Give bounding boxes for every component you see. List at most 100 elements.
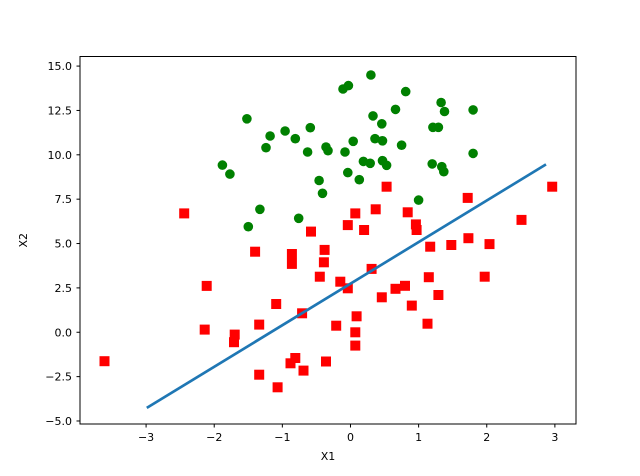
data-point-class-negative-red — [446, 240, 457, 250]
x-tick-label: −3 — [138, 431, 154, 444]
data-point-class-positive-green — [340, 147, 350, 157]
data-point-class-negative-red — [335, 276, 346, 287]
x-axis-label: X1 — [321, 450, 336, 463]
data-point-class-positive-green — [370, 133, 380, 144]
data-point-class-negative-red — [254, 319, 265, 330]
data-point-class-negative-red — [229, 337, 239, 348]
data-point-class-negative-red — [376, 292, 387, 303]
data-point-class-positive-green — [368, 111, 378, 121]
data-point-class-positive-green — [305, 122, 316, 133]
x-tick-label: 1 — [415, 431, 422, 444]
data-point-class-negative-red — [229, 329, 240, 340]
data-point-class-positive-green — [293, 213, 304, 224]
data-point-class-negative-red — [359, 225, 370, 235]
data-point-class-positive-green — [255, 204, 265, 215]
plot-frame — [79, 56, 577, 425]
data-point-class-negative-red — [271, 299, 282, 309]
data-point-class-negative-red — [410, 219, 421, 230]
data-point-class-negative-red — [484, 239, 495, 250]
data-point-class-positive-green — [390, 104, 401, 115]
data-point-class-negative-red — [99, 356, 110, 367]
data-point-class-negative-red — [381, 181, 392, 192]
data-point-class-positive-green — [243, 221, 254, 232]
data-point-class-negative-red — [411, 225, 422, 235]
data-point-class-negative-red — [479, 271, 490, 282]
data-point-class-positive-green — [468, 148, 478, 159]
data-point-class-positive-green — [343, 167, 353, 178]
data-point-class-negative-red — [547, 181, 558, 192]
data-point-class-negative-red — [350, 327, 361, 338]
y-tick-label: 12.5 — [48, 104, 73, 117]
data-point-class-positive-green — [433, 122, 444, 133]
data-point-class-positive-green — [314, 175, 324, 186]
data-point-class-negative-red — [366, 263, 377, 274]
data-point-class-positive-green — [439, 106, 450, 117]
y-axis-label: X2 — [17, 233, 30, 248]
data-point-class-negative-red — [286, 258, 297, 269]
data-point-class-positive-green — [396, 140, 407, 150]
data-point-class-negative-red — [350, 208, 361, 219]
data-point-class-positive-green — [290, 133, 301, 144]
data-point-class-negative-red — [433, 290, 444, 300]
data-point-class-positive-green — [413, 195, 424, 205]
y-tick-label: 10.0 — [48, 149, 73, 162]
data-point-class-positive-green — [377, 119, 387, 129]
data-point-class-negative-red — [370, 204, 381, 215]
axes-background — [80, 56, 576, 424]
data-point-class-positive-green — [302, 147, 313, 157]
data-point-class-positive-green — [468, 105, 478, 115]
data-point-class-negative-red — [179, 208, 190, 219]
data-point-class-positive-green — [225, 169, 235, 179]
data-point-class-negative-red — [400, 280, 410, 291]
data-point-class-positive-green — [348, 136, 359, 147]
data-point-class-negative-red — [272, 382, 283, 393]
y-tick-label: −5.0 — [45, 415, 72, 428]
data-point-class-positive-green — [343, 80, 354, 91]
data-point-class-negative-red — [290, 353, 301, 363]
data-point-class-negative-red — [321, 356, 331, 367]
data-point-class-negative-red — [319, 244, 330, 255]
x-tick-label: 0 — [347, 431, 354, 444]
y-tick-label: 5.0 — [55, 238, 73, 251]
y-tick-label: 7.5 — [55, 193, 73, 206]
y-tick-label: 2.5 — [55, 282, 73, 295]
data-point-class-negative-red — [285, 358, 296, 369]
x-tick-label: 2 — [483, 431, 490, 444]
data-point-class-negative-red — [254, 369, 265, 380]
data-point-class-negative-red — [351, 311, 362, 322]
data-point-class-positive-green — [317, 188, 328, 199]
data-point-class-negative-red — [402, 207, 413, 218]
data-point-class-positive-green — [323, 145, 333, 156]
data-point-class-negative-red — [463, 233, 474, 244]
data-point-class-negative-red — [201, 280, 212, 291]
data-point-class-negative-red — [318, 257, 329, 268]
data-point-class-positive-green — [377, 136, 388, 146]
data-point-class-positive-green — [242, 114, 252, 124]
data-point-class-negative-red — [406, 300, 417, 311]
data-point-class-positive-green — [265, 131, 275, 141]
data-point-class-negative-red — [250, 246, 261, 257]
data-point-class-positive-green — [365, 158, 376, 169]
data-point-class-positive-green — [217, 160, 228, 170]
data-point-class-negative-red — [306, 226, 316, 237]
data-point-class-negative-red — [516, 214, 527, 225]
data-point-class-positive-green — [261, 142, 271, 153]
data-point-class-positive-green — [436, 97, 446, 108]
decision-boundary-line — [146, 163, 547, 410]
data-point-class-negative-red — [423, 272, 434, 283]
data-point-class-negative-red — [199, 324, 210, 335]
data-point-class-positive-green — [366, 70, 376, 80]
data-point-class-negative-red — [462, 192, 473, 203]
data-point-class-positive-green — [280, 126, 290, 136]
data-point-class-negative-red — [286, 249, 297, 259]
data-point-class-positive-green — [381, 160, 392, 171]
data-point-class-positive-green — [439, 166, 449, 177]
data-point-class-negative-red — [298, 365, 309, 376]
data-point-class-positive-green — [354, 174, 365, 185]
x-tick-label: −1 — [274, 431, 290, 444]
data-point-class-negative-red — [342, 220, 353, 231]
data-point-class-positive-green — [400, 86, 411, 97]
data-point-class-negative-red — [314, 271, 325, 282]
